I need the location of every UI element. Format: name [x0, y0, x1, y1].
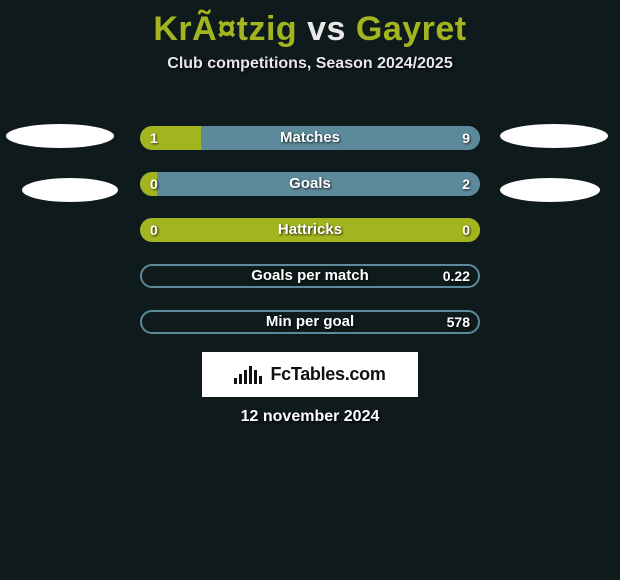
stat-label: Hattricks: [140, 218, 480, 242]
stat-row: Matches1 9: [0, 126, 620, 150]
stat-label: Goals: [140, 172, 480, 196]
stat-value-right: 578: [447, 310, 480, 334]
subtitle: Club competitions, Season 2024/2025: [0, 55, 620, 73]
source-logo: FcTables.com: [202, 352, 418, 397]
vs-text: vs: [297, 10, 356, 48]
logo-text: FcTables.com: [270, 364, 385, 385]
stat-row: Goals0 2: [0, 172, 620, 196]
stat-row: Goals per match0.22: [0, 264, 620, 288]
stat-label: Goals per match: [140, 264, 480, 288]
stat-value-right: 2: [462, 172, 480, 196]
stat-value-right: 0.22: [443, 264, 480, 288]
title: KrÃ¤tzig vs Gayret: [0, 0, 620, 49]
stat-row: Min per goal578: [0, 310, 620, 334]
stat-row: Hattricks0 0: [0, 218, 620, 242]
logo-bars-icon: [234, 366, 264, 384]
comparison-infographic: KrÃ¤tzig vs Gayret Club competitions, Se…: [0, 0, 620, 580]
stat-label: Min per goal: [140, 310, 480, 334]
player2-name: Gayret: [356, 10, 467, 48]
player1-name: KrÃ¤tzig: [153, 10, 297, 48]
stat-value-right: 0: [462, 218, 480, 242]
stat-value-left: 0: [140, 218, 158, 242]
stat-label: Matches: [140, 126, 480, 150]
stat-value-right: 9: [462, 126, 480, 150]
stat-value-left: 1: [140, 126, 158, 150]
stat-value-left: 0: [140, 172, 158, 196]
date-text: 12 november 2024: [0, 408, 620, 426]
